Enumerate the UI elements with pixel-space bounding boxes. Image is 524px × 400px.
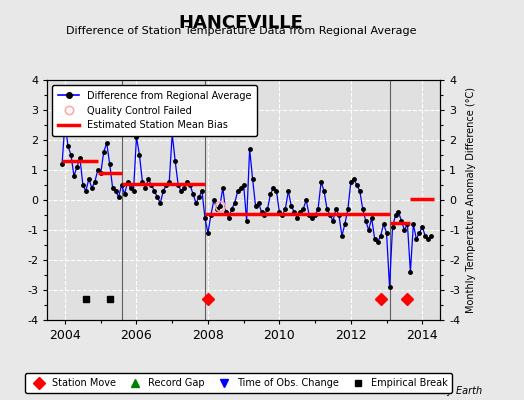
Text: Difference of Station Temperature Data from Regional Average: Difference of Station Temperature Data f…	[66, 26, 416, 36]
Legend: Difference from Regional Average, Quality Control Failed, Estimated Station Mean: Difference from Regional Average, Qualit…	[52, 85, 257, 136]
Text: Berkeley Earth: Berkeley Earth	[410, 386, 482, 396]
Text: HANCEVILLE: HANCEVILLE	[179, 14, 303, 32]
Legend: Station Move, Record Gap, Time of Obs. Change, Empirical Break: Station Move, Record Gap, Time of Obs. C…	[25, 374, 452, 393]
Y-axis label: Monthly Temperature Anomaly Difference (°C): Monthly Temperature Anomaly Difference (…	[466, 87, 476, 313]
